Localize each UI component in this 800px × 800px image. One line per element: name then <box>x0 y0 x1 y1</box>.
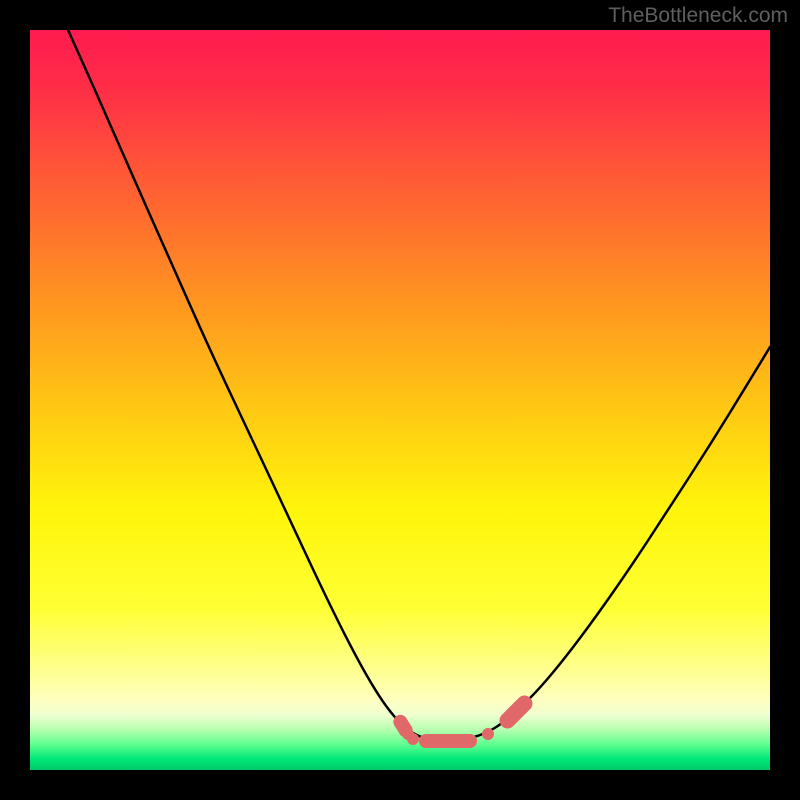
chart-svg <box>0 0 800 800</box>
marker-capsule <box>496 692 536 732</box>
marker-dot <box>407 733 419 745</box>
bottleneck-curve <box>68 30 770 740</box>
marker-capsule <box>419 734 477 748</box>
marker-dot <box>482 728 494 740</box>
